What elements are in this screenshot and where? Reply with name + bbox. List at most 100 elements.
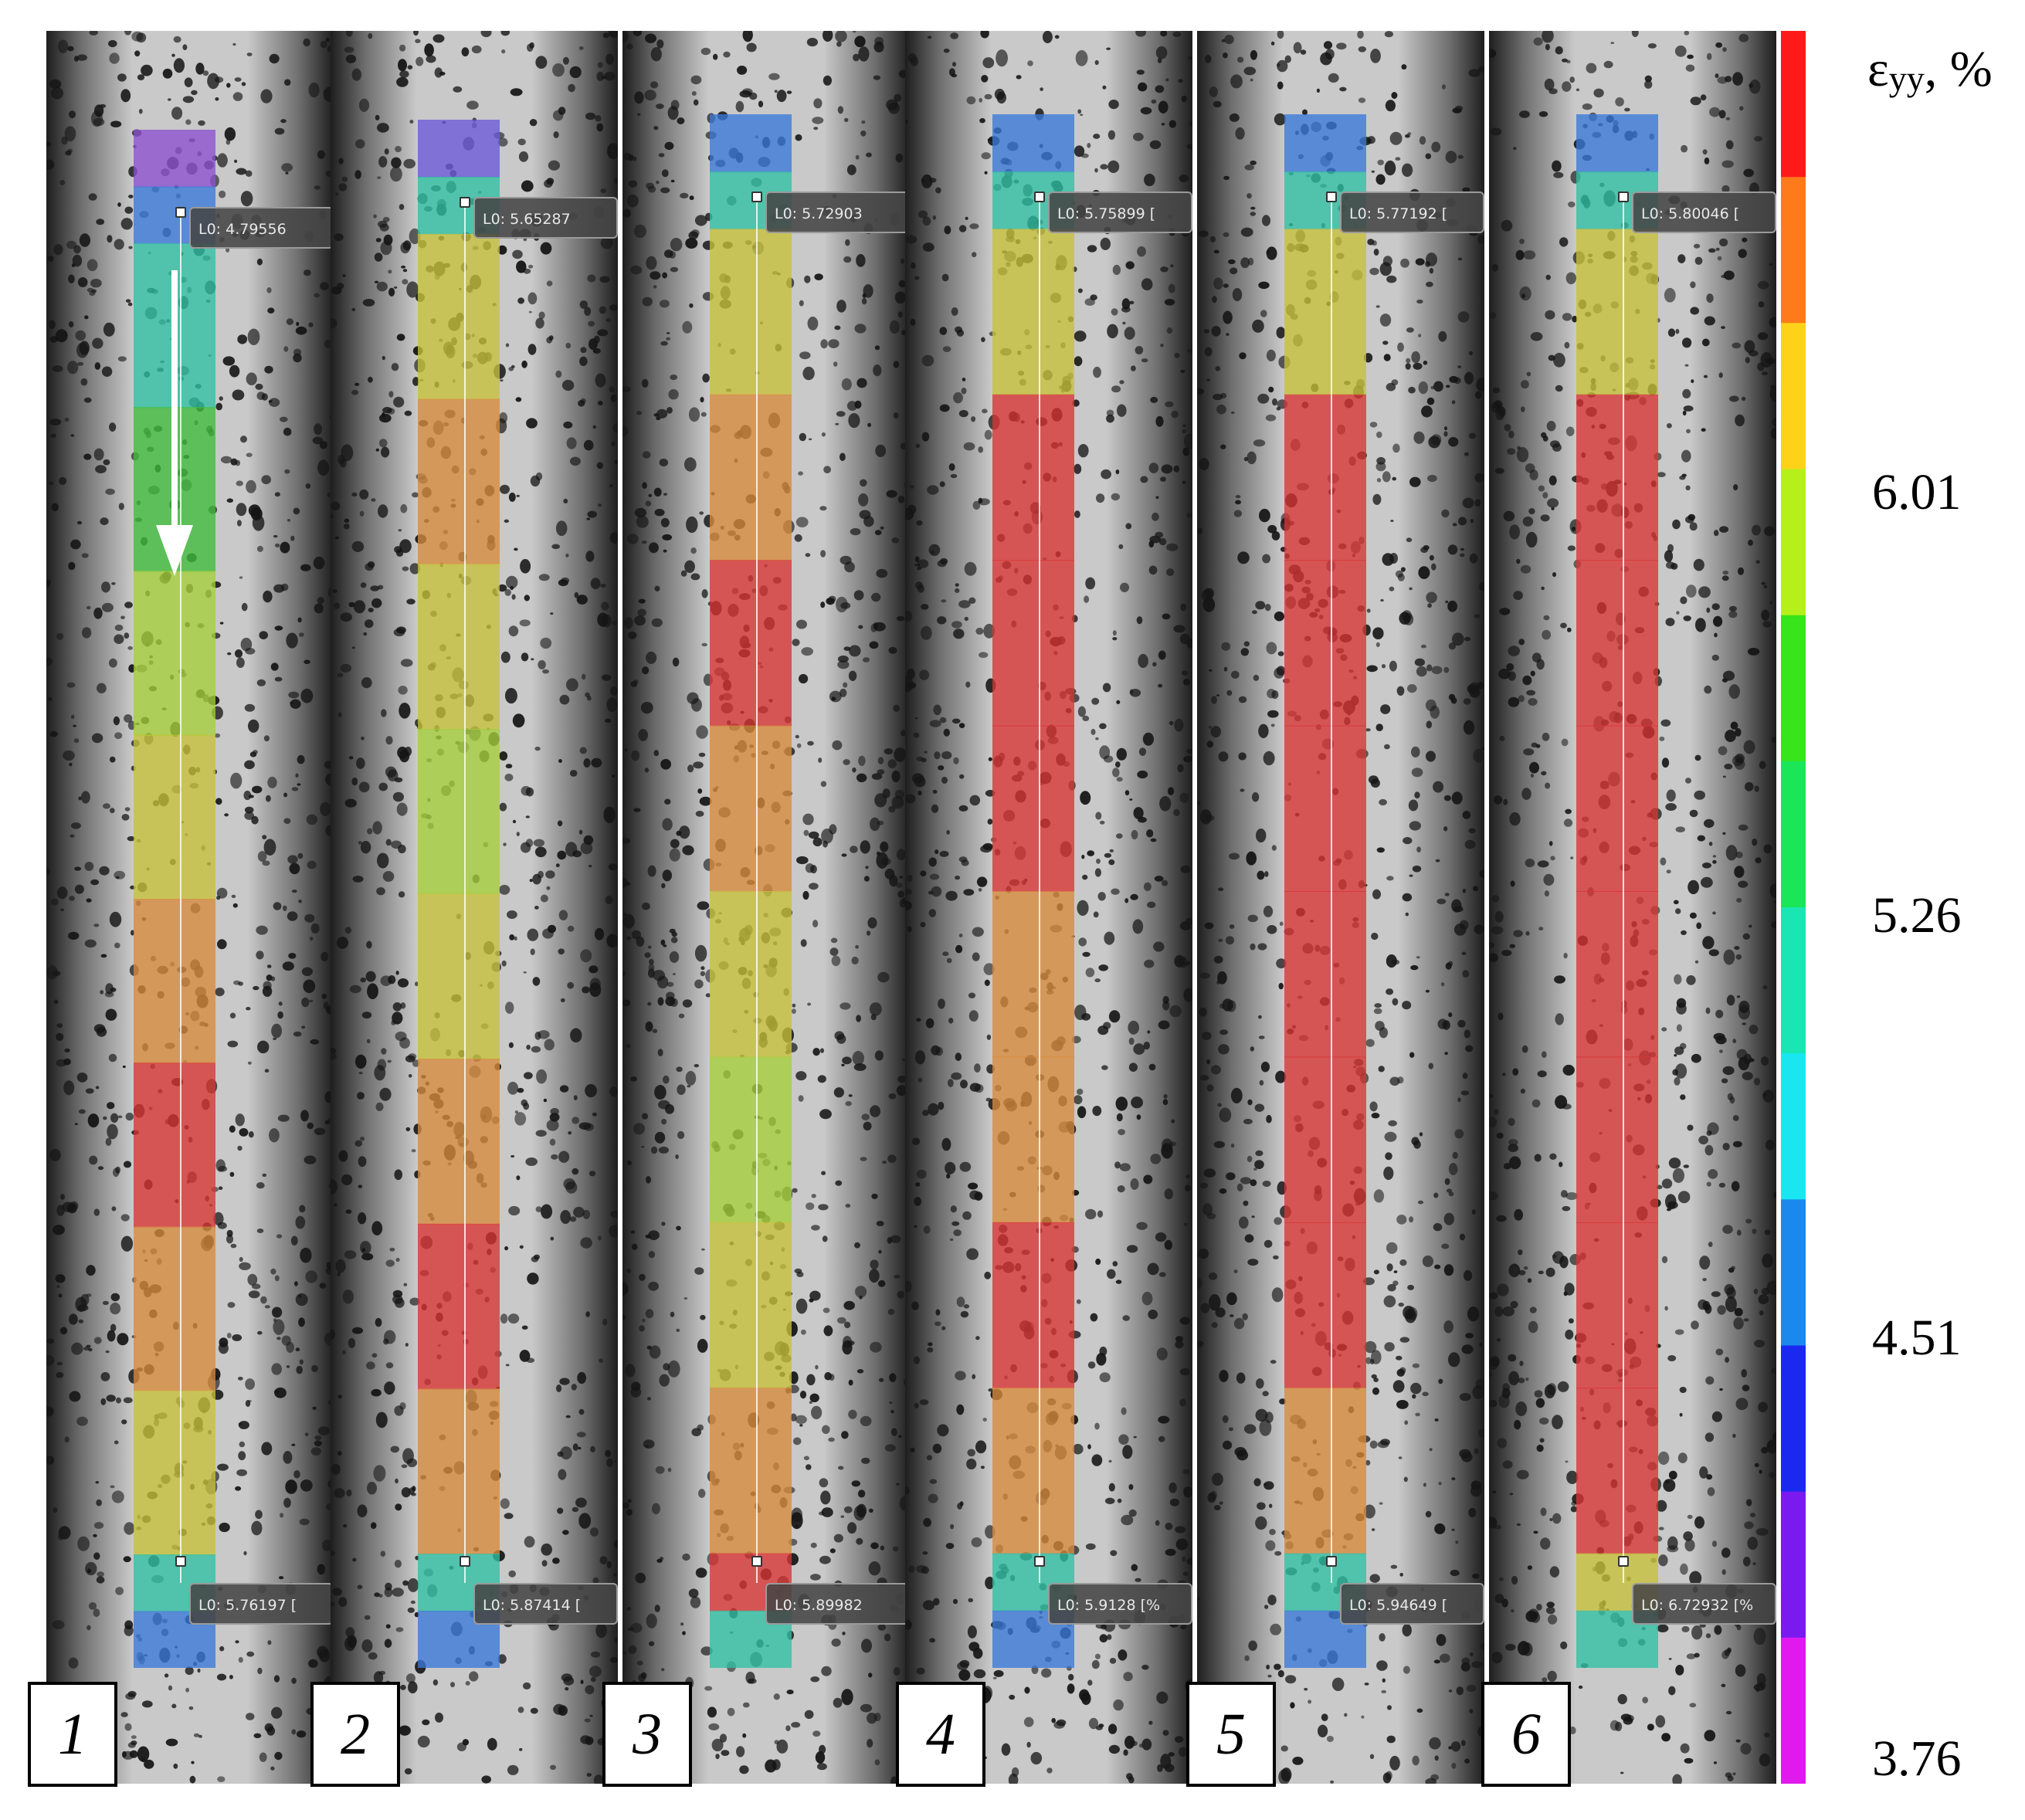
specimen-panel: L0: 5.75899 [ L0: 5.9128 [% (905, 31, 1192, 1784)
strain-strip (992, 114, 1074, 1668)
colorbar-tick-label: 6.01 (1872, 464, 1962, 520)
specimen-panel: L0: 5.72903 L0: 5.89982 (622, 31, 910, 1784)
strain-zone (134, 734, 215, 900)
strain-zone (1284, 229, 1366, 395)
strain-colorbar (1781, 31, 1806, 1784)
strain-zone (1284, 114, 1366, 173)
strain-zone (1576, 114, 1658, 173)
strain-zone (134, 571, 215, 736)
colorbar-band (1781, 615, 1806, 762)
strain-zone (1284, 560, 1366, 727)
stage-number: 5 (1186, 1682, 1276, 1787)
specimen-panel: L0: 5.65287 L0: 5.87414 [ (331, 31, 618, 1784)
strain-zone (418, 1388, 500, 1554)
strain-zone (710, 114, 792, 173)
strain-zone (992, 560, 1074, 727)
stage-number: 2 (310, 1682, 400, 1787)
colorbar-band (1781, 1345, 1806, 1493)
strain-zone (710, 560, 792, 727)
strain-zone (418, 728, 500, 895)
colorbar-band (1781, 323, 1806, 469)
strain-strip (418, 120, 500, 1668)
strain-strip (134, 130, 215, 1668)
extensometer-label-bottom: L0: 6.72932 [% (1632, 1583, 1776, 1625)
strain-zone (134, 1226, 215, 1391)
strain-zone (710, 891, 792, 1058)
strain-zone (134, 1390, 215, 1556)
extensometer-point (751, 191, 762, 202)
strain-zone (992, 229, 1074, 395)
strain-zone (710, 1222, 792, 1389)
colorbar-band (1781, 1053, 1806, 1200)
extensometer-point (460, 1556, 470, 1567)
extensometer-label-top: L0: 4.79556 (189, 207, 334, 249)
colorbar-band (1781, 1491, 1806, 1639)
strain-zone (1284, 891, 1366, 1058)
strain-strip (1284, 114, 1366, 1668)
extensometer-point (1034, 1556, 1045, 1567)
colorbar-band (1781, 1637, 1806, 1784)
strain-zone (418, 564, 500, 730)
strain-zone (1576, 1056, 1658, 1223)
strain-zone (1284, 394, 1366, 561)
strain-zone (710, 725, 792, 892)
strain-zone (418, 233, 500, 400)
extensometer-label-top: L0: 5.75899 [ (1048, 191, 1192, 233)
strain-strip (1576, 114, 1658, 1668)
extensometer-label-bottom: L0: 5.87414 [ (473, 1583, 618, 1625)
colorbar-band (1781, 1199, 1806, 1346)
extensometer-point (175, 207, 186, 218)
extensometer-point (1326, 191, 1337, 202)
stage-number: 6 (1481, 1682, 1571, 1787)
strain-zone (1284, 1056, 1366, 1223)
extensometer-point (1034, 191, 1045, 202)
strain-zone (418, 120, 500, 178)
extensometer-label-bottom: L0: 5.9128 [% (1048, 1583, 1192, 1625)
extensometer-label-top: L0: 5.72903 (765, 191, 910, 233)
legend-unit: , % (1924, 41, 1993, 97)
strain-zone (1284, 1222, 1366, 1389)
strain-zone (418, 1059, 500, 1225)
extensometer-point (1618, 191, 1629, 202)
strain-zone (992, 114, 1074, 173)
strain-zone (134, 130, 215, 188)
strain-zone (1576, 891, 1658, 1058)
strain-zone (710, 1388, 792, 1554)
strain-zone (992, 891, 1074, 1058)
specimen-panel: L0: 5.80046 [L0: 6.72932 [% (1489, 31, 1776, 1784)
strain-zone (1576, 229, 1658, 395)
extensometer-point (1618, 1556, 1629, 1567)
extensometer-label-bottom: L0: 5.94649 [ (1340, 1583, 1484, 1625)
strain-zone (418, 1223, 500, 1390)
extensometer-point (1326, 1556, 1337, 1567)
colorbar-tick-label: 3.76 (1872, 1730, 1962, 1787)
strain-zone (1576, 560, 1658, 727)
legend-title: εyy, % (1867, 40, 1993, 99)
strain-zone (710, 229, 792, 395)
strain-zone (710, 394, 792, 561)
strain-zone (418, 398, 500, 565)
strain-zone (710, 1056, 792, 1223)
colorbar-tick-label: 5.26 (1872, 887, 1962, 944)
strain-zone (134, 1063, 215, 1228)
colorbar-band (1781, 31, 1806, 178)
strain-zone (1576, 1388, 1658, 1554)
extensometer-point (751, 1556, 762, 1567)
specimen-panel: L0: 5.77192 [ L0: 5.94649 [ (1197, 31, 1484, 1784)
strain-zone (1284, 1388, 1366, 1554)
colorbar-band (1781, 907, 1806, 1054)
stage-number: 3 (602, 1682, 692, 1787)
colorbar-tick-label: 4.51 (1872, 1310, 1962, 1366)
colorbar-band (1781, 761, 1806, 908)
extensometer-label-top: L0: 5.77192 [ (1340, 191, 1484, 233)
strain-zone (1284, 725, 1366, 892)
strain-zone (992, 725, 1074, 892)
strain-strip (710, 114, 792, 1668)
extensometer-label-bottom: L0: 5.89982 (765, 1583, 910, 1625)
extensometer-label-bottom: L0: 5.76197 [ (189, 1583, 334, 1625)
strain-zone (1576, 725, 1658, 892)
legend-subscript: yy (1888, 59, 1925, 98)
extensometer-point (175, 1556, 186, 1567)
colorbar-band (1781, 177, 1806, 324)
